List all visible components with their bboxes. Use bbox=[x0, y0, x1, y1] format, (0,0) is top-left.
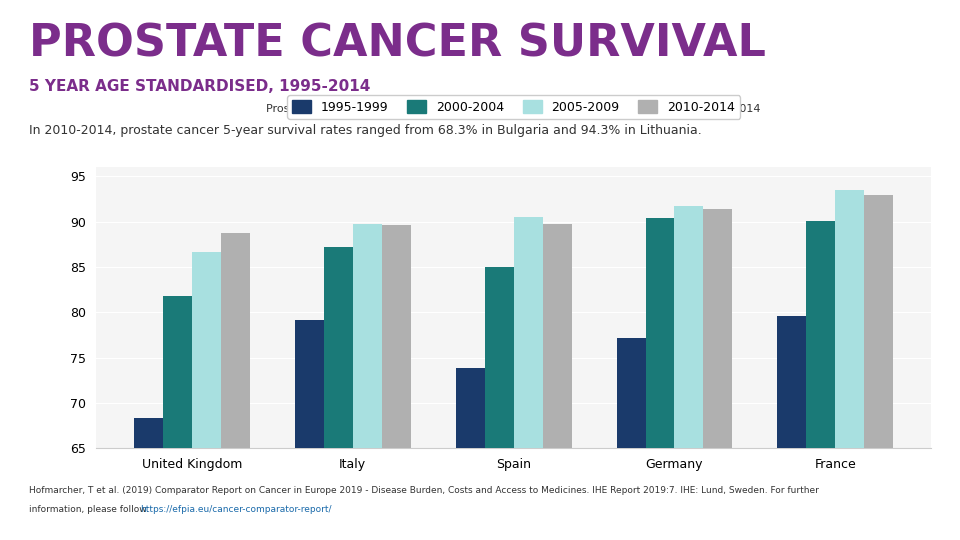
Bar bbox=[616, 338, 645, 540]
Bar bbox=[456, 368, 485, 540]
Text: 5 YEAR AGE STANDARDISED, 1995-2014: 5 YEAR AGE STANDARDISED, 1995-2014 bbox=[29, 79, 371, 93]
Bar bbox=[704, 209, 732, 540]
Bar bbox=[806, 221, 835, 540]
Title: Prostate cancer 5 year age standardised survival rate in adults (15-99 years) 19: Prostate cancer 5 year age standardised … bbox=[266, 104, 761, 114]
Bar bbox=[382, 225, 411, 540]
Bar bbox=[324, 247, 352, 540]
Legend: 1995-1999, 2000-2004, 2005-2009, 2010-2014: 1995-1999, 2000-2004, 2005-2009, 2010-20… bbox=[287, 95, 740, 119]
Bar bbox=[514, 217, 542, 540]
Text: information, please follow:: information, please follow: bbox=[29, 505, 155, 514]
Bar bbox=[134, 418, 163, 540]
Bar bbox=[485, 267, 514, 540]
Bar bbox=[542, 224, 571, 540]
Text: Hofmarcher, T et al. (2019) Comparator Report on Cancer in Europe 2019 - Disease: Hofmarcher, T et al. (2019) Comparator R… bbox=[29, 486, 819, 495]
Text: In 2010-2014, prostate cancer 5-year survival rates ranged from 68.3% in Bulgari: In 2010-2014, prostate cancer 5-year sur… bbox=[29, 124, 702, 137]
Text: https://efpia.eu/cancer-comparator-report/: https://efpia.eu/cancer-comparator-repor… bbox=[140, 505, 331, 514]
Text: PROSTATE CANCER SURVIVAL: PROSTATE CANCER SURVIVAL bbox=[29, 23, 766, 66]
Bar bbox=[864, 194, 893, 540]
Bar bbox=[192, 252, 221, 540]
Bar bbox=[163, 296, 192, 540]
Bar bbox=[675, 206, 704, 540]
Bar bbox=[352, 224, 382, 540]
Bar bbox=[835, 190, 864, 540]
Bar bbox=[295, 320, 324, 540]
Bar bbox=[221, 233, 250, 540]
Bar bbox=[778, 316, 806, 540]
Bar bbox=[645, 218, 675, 540]
